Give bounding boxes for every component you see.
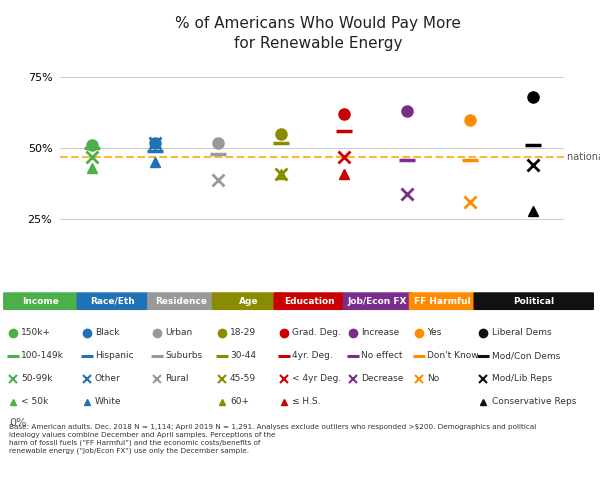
- FancyBboxPatch shape: [77, 292, 149, 310]
- Text: national average: national average: [567, 152, 600, 162]
- Text: Rural: Rural: [166, 374, 189, 383]
- FancyBboxPatch shape: [3, 292, 79, 310]
- Text: Don't Know: Don't Know: [427, 351, 479, 360]
- Text: Mod/Lib Reps: Mod/Lib Reps: [491, 374, 552, 383]
- Text: 4yr. Deg.: 4yr. Deg.: [292, 351, 332, 360]
- Text: % of Americans Who Would Pay More
for Renewable Energy: % of Americans Who Would Pay More for Re…: [175, 16, 461, 51]
- Text: Income: Income: [22, 297, 59, 306]
- Text: Urban: Urban: [166, 328, 193, 337]
- Text: Liberal Dems: Liberal Dems: [491, 328, 551, 337]
- Text: Black: Black: [95, 328, 119, 337]
- Text: 50-99k: 50-99k: [21, 374, 53, 383]
- Text: Yes: Yes: [427, 328, 442, 337]
- Text: Mod/Con Dems: Mod/Con Dems: [491, 351, 560, 360]
- Text: No effect: No effect: [361, 351, 403, 360]
- FancyBboxPatch shape: [147, 292, 215, 310]
- Text: Residence: Residence: [155, 297, 207, 306]
- Text: ≤ H.S.: ≤ H.S.: [292, 397, 320, 407]
- Text: 45-59: 45-59: [230, 374, 256, 383]
- Text: 30-44: 30-44: [230, 351, 256, 360]
- FancyBboxPatch shape: [473, 292, 594, 310]
- FancyBboxPatch shape: [212, 292, 286, 310]
- Text: 18-29: 18-29: [230, 328, 256, 337]
- Text: FF Harmful: FF Harmful: [414, 297, 471, 306]
- Text: Job/Econ FX: Job/Econ FX: [348, 297, 407, 306]
- Text: 150k+: 150k+: [21, 328, 51, 337]
- Text: Hispanic: Hispanic: [95, 351, 133, 360]
- FancyBboxPatch shape: [274, 292, 345, 310]
- Text: Increase: Increase: [361, 328, 400, 337]
- Text: Grad. Deg.: Grad. Deg.: [292, 328, 341, 337]
- Text: Age: Age: [239, 297, 258, 306]
- Text: 0%: 0%: [9, 418, 26, 428]
- Text: 100-149k: 100-149k: [21, 351, 64, 360]
- Text: Political: Political: [513, 297, 554, 306]
- Text: Education: Education: [284, 297, 335, 306]
- Text: Base: American adults. Dec. 2018 N = 1,114; April 2019 N = 1,291. Analyses exclu: Base: American adults. Dec. 2018 N = 1,1…: [9, 424, 536, 454]
- Text: < 50k: < 50k: [21, 397, 49, 407]
- Text: White: White: [95, 397, 121, 407]
- Text: No: No: [427, 374, 439, 383]
- FancyBboxPatch shape: [343, 292, 412, 310]
- Text: 60+: 60+: [230, 397, 249, 407]
- Text: Decrease: Decrease: [361, 374, 404, 383]
- FancyBboxPatch shape: [409, 292, 476, 310]
- Text: Race/Eth: Race/Eth: [91, 297, 135, 306]
- Text: Other: Other: [95, 374, 121, 383]
- Text: Suburbs: Suburbs: [166, 351, 202, 360]
- Text: Conservative Reps: Conservative Reps: [491, 397, 576, 407]
- Text: < 4yr Deg.: < 4yr Deg.: [292, 374, 341, 383]
